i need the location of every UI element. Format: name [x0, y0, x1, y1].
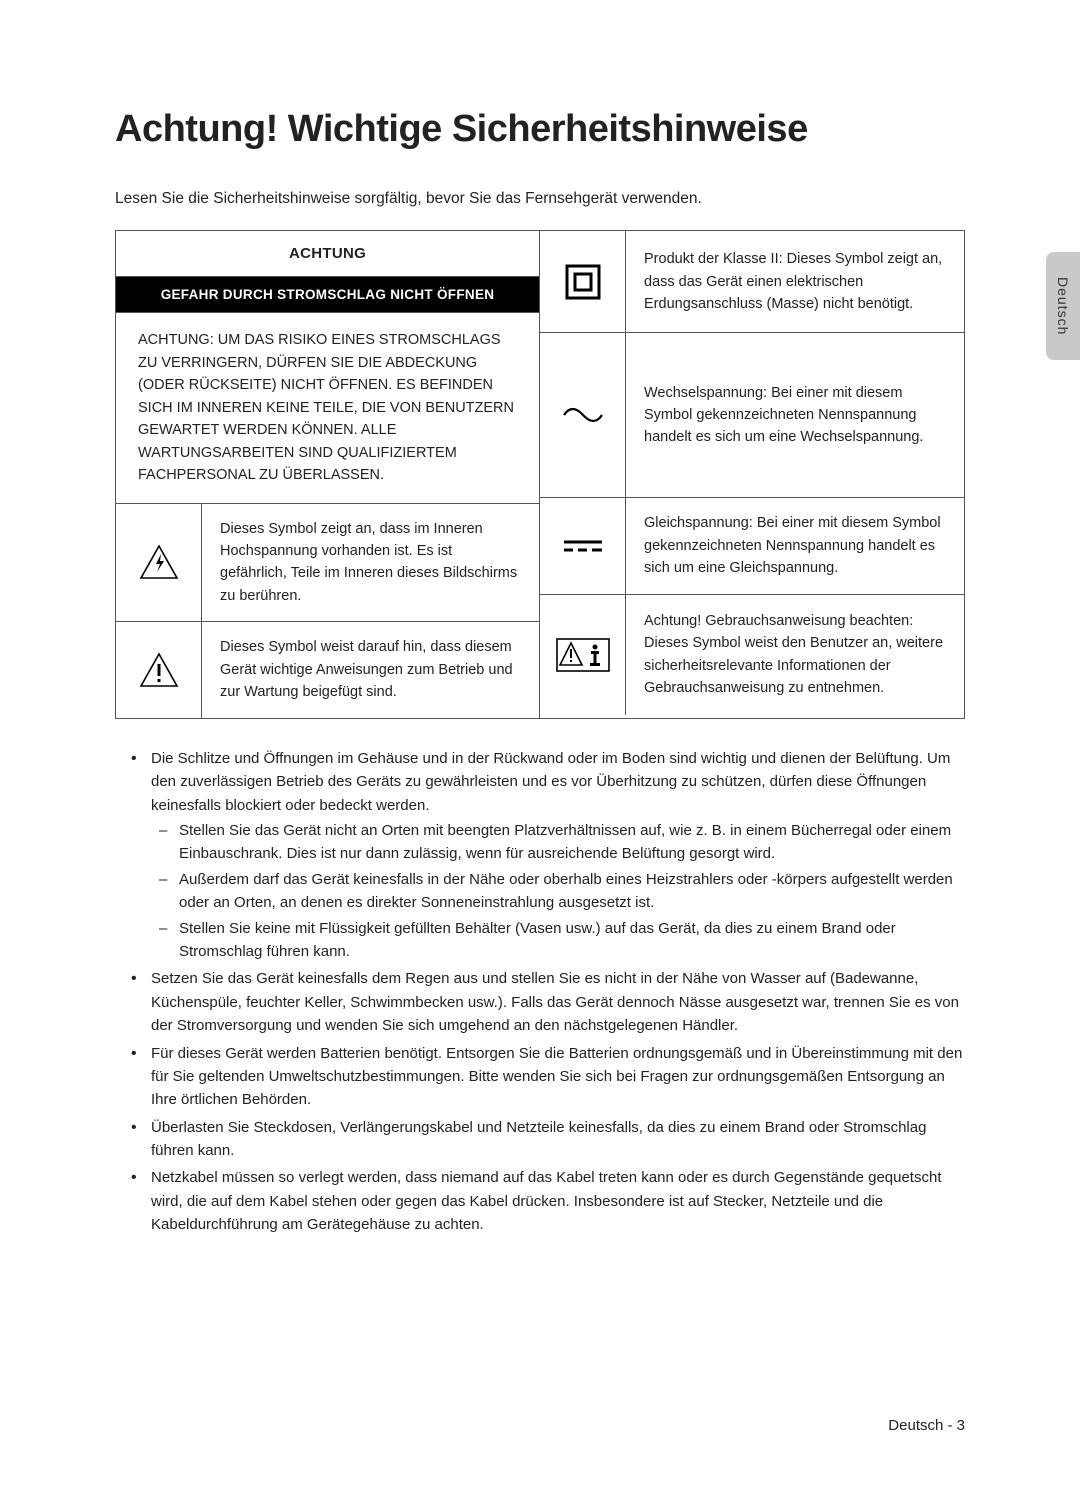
class-ii-text: Produkt der Klasse II: Dieses Symbol zei…: [626, 231, 964, 332]
table-row: Produkt der Klasse II: Dieses Symbol zei…: [540, 231, 964, 333]
exclaim-triangle-text: Dieses Symbol weist darauf hin, dass die…: [202, 622, 539, 717]
table-row: Dieses Symbol zeigt an, dass im Inneren …: [116, 504, 539, 623]
safety-symbol-table: ACHTUNG GEFAHR DURCH STROMSCHLAG NICHT Ö…: [115, 230, 965, 719]
table-right-column: Produkt der Klasse II: Dieses Symbol zei…: [540, 231, 964, 718]
table-row: Gleichspannung: Bei einer mit diesem Sym…: [540, 498, 964, 594]
warning-block: ACHTUNG: UM DAS RISIKO EINES STROMSCHLAG…: [116, 313, 539, 503]
list-item: Überlasten Sie Steckdosen, Verlängerungs…: [151, 1116, 965, 1163]
shock-warning-bar: GEFAHR DURCH STROMSCHLAG NICHT ÖFFNEN: [116, 277, 539, 313]
language-tab: Deutsch: [1046, 252, 1080, 360]
page-title: Achtung! Wichtige Sicherheitshinweise: [115, 108, 965, 151]
list-item: Die Schlitze und Öffnungen im Gehäuse un…: [151, 747, 965, 964]
list-item: Für dieses Gerät werden Batterien benöti…: [151, 1042, 965, 1112]
manual-info-text: Achtung! Gebrauchsanweisung beachten: Di…: [626, 595, 964, 715]
page-footer: Deutsch - 3: [888, 1417, 965, 1434]
list-item-text: Die Schlitze und Öffnungen im Gehäuse un…: [151, 750, 950, 814]
list-item-text: Netzkabel müssen so verlegt werden, dass…: [151, 1169, 942, 1233]
list-item-text: Setzen Sie das Gerät keinesfalls dem Reg…: [151, 970, 959, 1034]
sub-list-item: Stellen Sie das Gerät nicht an Orten mit…: [179, 819, 965, 866]
list-item-text: Für dieses Gerät werden Batterien benöti…: [151, 1045, 962, 1109]
dc-dash-text: Gleichspannung: Bei einer mit diesem Sym…: [626, 498, 964, 593]
achtung-header: ACHTUNG: [116, 231, 539, 277]
manual-info-icon: [540, 595, 626, 715]
sub-list-item: Stellen Sie keine mit Flüssigkeit gefüll…: [179, 917, 965, 964]
language-tab-label: Deutsch: [1055, 277, 1071, 335]
bolt-triangle-text: Dieses Symbol zeigt an, dass im Inneren …: [202, 504, 539, 622]
table-row: Wechselspannung: Bei einer mit diesem Sy…: [540, 333, 964, 498]
list-item: Setzen Sie das Gerät keinesfalls dem Reg…: [151, 967, 965, 1037]
bullet-list: Die Schlitze und Öffnungen im Gehäuse un…: [115, 747, 965, 1237]
table-row: Achtung! Gebrauchsanweisung beachten: Di…: [540, 595, 964, 715]
list-item-text: Überlasten Sie Steckdosen, Verlängerungs…: [151, 1119, 926, 1159]
bolt-triangle-icon: [116, 504, 202, 622]
table-left-column: ACHTUNG GEFAHR DURCH STROMSCHLAG NICHT Ö…: [116, 231, 540, 718]
class-ii-icon: [540, 231, 626, 332]
sub-list-item: Außerdem darf das Gerät keinesfalls in d…: [179, 868, 965, 915]
table-row: Dieses Symbol weist darauf hin, dass die…: [116, 622, 539, 717]
dc-dash-icon: [540, 498, 626, 593]
ac-wave-icon: [540, 333, 626, 497]
ac-wave-text: Wechselspannung: Bei einer mit diesem Sy…: [626, 333, 964, 497]
exclaim-triangle-icon: [116, 622, 202, 717]
list-item: Netzkabel müssen so verlegt werden, dass…: [151, 1166, 965, 1236]
intro-text: Lesen Sie die Sicherheitshinweise sorgfä…: [115, 187, 965, 210]
sub-list: Stellen Sie das Gerät nicht an Orten mit…: [151, 819, 965, 963]
